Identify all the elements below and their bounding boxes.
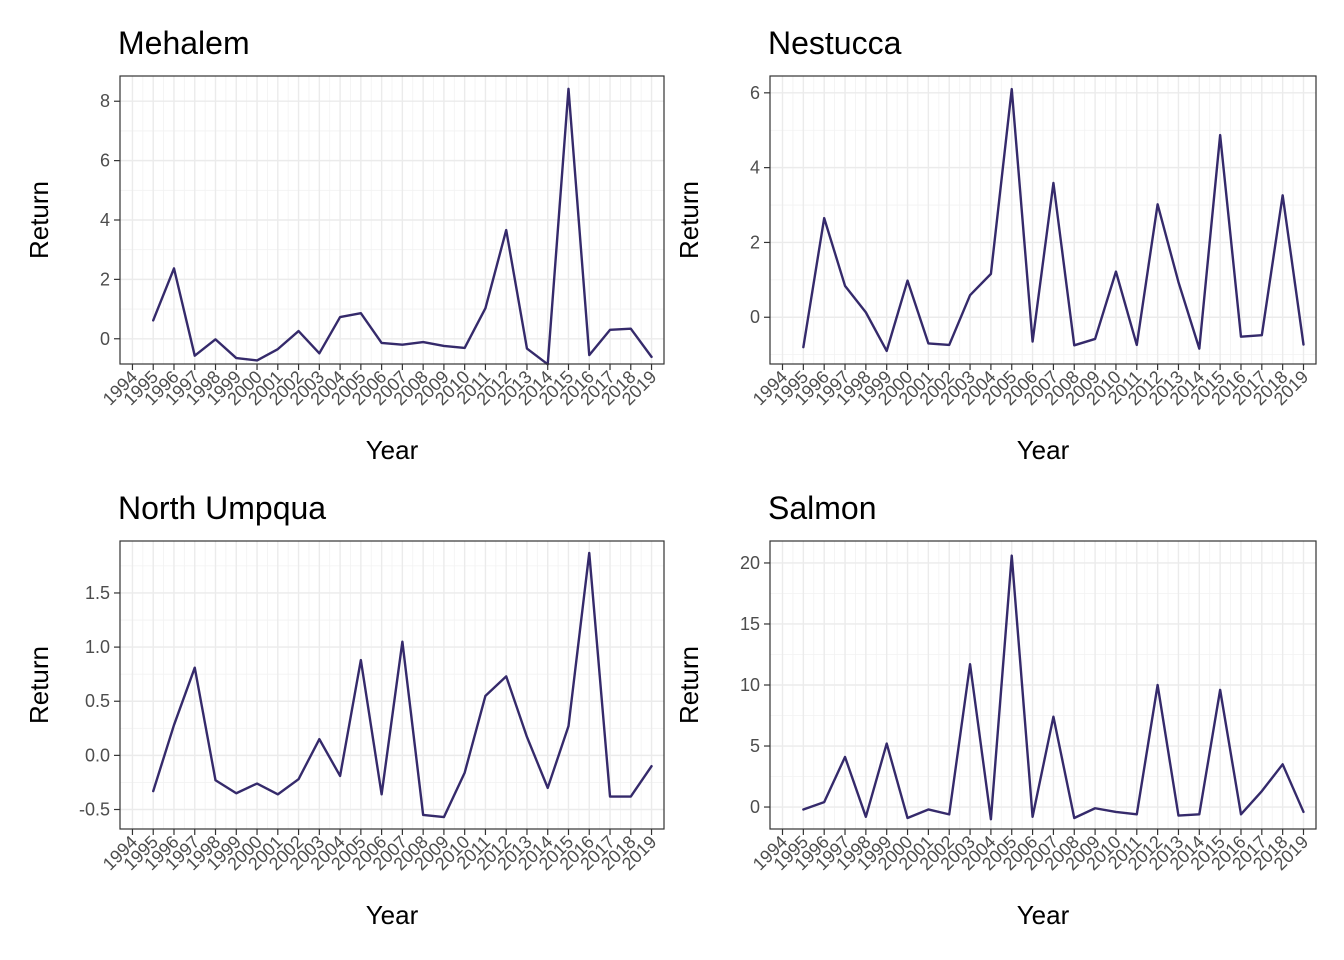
series-line xyxy=(802,554,1305,821)
panel-mehalem: 0246819941995199619971998199920002001200… xyxy=(24,25,665,465)
y-axis-title: Return xyxy=(674,181,704,259)
x-axis-title: Year xyxy=(1017,900,1070,930)
y-tick-label: 0.5 xyxy=(85,691,110,711)
y-tick-label: 4 xyxy=(750,158,760,178)
panel-border xyxy=(119,540,665,830)
y-tick-label: 15 xyxy=(740,614,760,634)
panel-north-umpqua: -0.50.00.51.01.5199419951996199719981999… xyxy=(24,490,665,930)
y-tick-label: 6 xyxy=(100,151,110,171)
panel-nestucca: 0246199419951996199719981999200020012002… xyxy=(674,25,1317,465)
y-tick-label: 5 xyxy=(750,736,760,756)
x-axis-title: Year xyxy=(366,435,419,465)
x-axis-title: Year xyxy=(1017,435,1070,465)
y-tick-label: 4 xyxy=(100,210,110,230)
series-line xyxy=(152,87,653,366)
panel-border xyxy=(769,75,1317,365)
y-tick-label: 2 xyxy=(100,269,110,289)
panel-title: Mehalem xyxy=(118,25,250,61)
y-tick-label: 10 xyxy=(740,675,760,695)
y-axis-title: Return xyxy=(674,646,704,724)
panel-title: North Umpqua xyxy=(118,490,326,526)
y-tick-label: 1.0 xyxy=(85,637,110,657)
panel-title: Salmon xyxy=(768,490,877,526)
y-tick-label: 0 xyxy=(100,329,110,349)
y-axis-title: Return xyxy=(24,646,54,724)
y-tick-label: -0.5 xyxy=(79,800,110,820)
y-tick-label: 6 xyxy=(750,83,760,103)
y-tick-label: 0.0 xyxy=(85,745,110,765)
y-tick-label: 1.5 xyxy=(85,583,110,603)
y-tick-label: 20 xyxy=(740,553,760,573)
y-axis-title: Return xyxy=(24,181,54,259)
y-tick-label: 0 xyxy=(750,307,760,327)
panel-title: Nestucca xyxy=(768,25,902,61)
x-axis-title: Year xyxy=(366,900,419,930)
y-tick-label: 0 xyxy=(750,797,760,817)
y-tick-label: 8 xyxy=(100,91,110,111)
y-tick-label: 2 xyxy=(750,232,760,252)
series-line xyxy=(152,551,653,819)
series-line xyxy=(802,87,1305,353)
panel-salmon: 0510152019941995199619971998199920002001… xyxy=(674,490,1317,930)
